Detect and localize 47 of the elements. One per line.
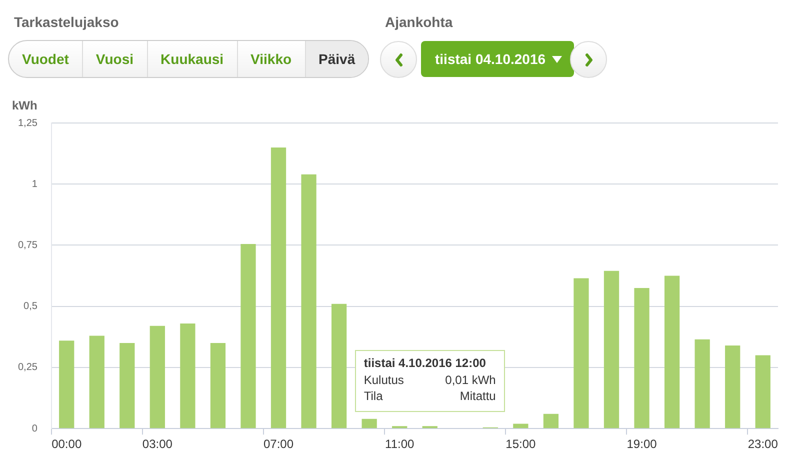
y-tick-label: 0 — [32, 423, 38, 434]
bar — [362, 418, 377, 428]
bar — [331, 304, 347, 428]
text: Ajankohta — [385, 14, 453, 30]
bar — [513, 424, 528, 428]
text: tiistai 04.10.2016 — [435, 50, 546, 69]
y-tick-label: 1 — [32, 178, 38, 190]
x-tick-label: 23:00 — [748, 437, 778, 452]
x-tick-label: 19:00 — [626, 437, 658, 452]
x-tick-label: 03:00 — [142, 437, 173, 452]
y-tick-label: 0,25 — [18, 362, 38, 374]
annotation: Kulutus — [364, 373, 404, 388]
text: Vuosi — [82, 41, 147, 77]
bar — [604, 270, 620, 428]
annotation: tiistai 4.10.2016 12:00 — [364, 356, 487, 370]
bar — [725, 345, 740, 428]
bar — [180, 323, 196, 428]
x-tick-label: 00:00 — [52, 437, 82, 452]
x-tick-label: 11:00 — [385, 437, 414, 452]
bar — [59, 340, 74, 428]
y-axis-title: kWh — [12, 98, 38, 112]
x-tick-label: 07:00 — [263, 437, 294, 452]
bar — [240, 244, 256, 428]
annotation: 0,01 kWh — [445, 373, 496, 388]
bar — [89, 336, 104, 428]
y-tick-label: 0,75 — [18, 240, 38, 251]
text: Päivä — [304, 41, 368, 77]
text: Vuodet — [21, 50, 70, 69]
bar — [664, 276, 680, 428]
bar — [120, 343, 135, 428]
text: Kuukausi — [146, 41, 237, 77]
bar — [543, 414, 559, 428]
annotation: Mitattu — [460, 389, 496, 404]
y-tick-label: 1,25 — [18, 118, 38, 129]
annotation: Tila — [364, 389, 383, 404]
text: Viikko — [236, 41, 305, 77]
text: Tarkastelujakso — [14, 14, 119, 30]
bar — [694, 339, 710, 428]
bar — [574, 278, 589, 428]
bar — [301, 174, 316, 428]
bar — [634, 288, 650, 428]
x-tick-label: 15:00 — [506, 437, 536, 452]
bar — [150, 326, 165, 428]
bar — [270, 147, 286, 428]
bar — [755, 355, 770, 428]
y-tick-label: 0,5 — [24, 301, 38, 312]
bar — [210, 343, 226, 428]
